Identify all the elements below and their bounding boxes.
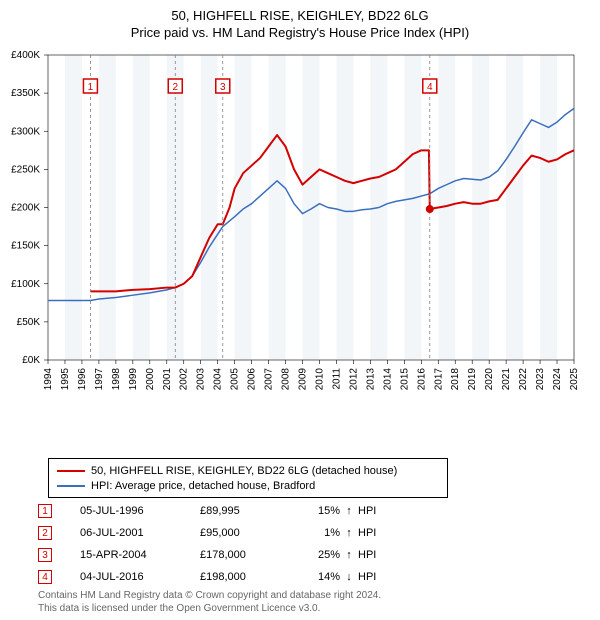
legend-row: 50, HIGHFELL RISE, KEIGHLEY, BD22 6LG (d… bbox=[57, 463, 439, 478]
svg-text:2005: 2005 bbox=[230, 368, 241, 391]
event-row: 3 15-APR-2004£178,00025%↑HPI bbox=[38, 544, 394, 566]
event-marker: 1 bbox=[38, 504, 52, 518]
svg-text:2016: 2016 bbox=[416, 368, 427, 391]
event-date: 04-JUL-2016 bbox=[80, 571, 200, 583]
title-block: 50, HIGHFELL RISE, KEIGHLEY, BD22 6LG Pr… bbox=[0, 0, 600, 40]
svg-text:£150K: £150K bbox=[11, 241, 40, 252]
event-pct: 14% bbox=[290, 571, 340, 583]
event-price: £95,000 bbox=[200, 527, 290, 539]
chart-area: £0K£50K£100K£150K£200K£250K£300K£350K£40… bbox=[48, 55, 574, 405]
event-arrow-icon: ↑ bbox=[340, 549, 358, 561]
svg-text:2004: 2004 bbox=[213, 368, 224, 391]
legend-label-hpi: HPI: Average price, detached house, Brad… bbox=[91, 480, 315, 492]
svg-text:4: 4 bbox=[427, 82, 433, 93]
svg-text:£200K: £200K bbox=[11, 203, 40, 214]
svg-text:1998: 1998 bbox=[111, 368, 122, 391]
svg-text:2024: 2024 bbox=[552, 368, 563, 391]
svg-text:2023: 2023 bbox=[535, 368, 546, 391]
event-row: 1 05-JUL-1996£89,99515%↑HPI bbox=[38, 500, 394, 522]
svg-text:2020: 2020 bbox=[484, 368, 495, 391]
svg-text:2018: 2018 bbox=[450, 368, 461, 391]
event-hpi-label: HPI bbox=[358, 571, 394, 583]
price-chart: £0K£50K£100K£150K£200K£250K£300K£350K£40… bbox=[48, 55, 574, 405]
event-marker: 2 bbox=[38, 526, 52, 540]
event-row: 2 06-JUL-2001£95,0001%↑HPI bbox=[38, 522, 394, 544]
svg-text:2017: 2017 bbox=[433, 368, 444, 391]
event-arrow-icon: ↑ bbox=[340, 505, 358, 517]
svg-text:1: 1 bbox=[88, 82, 94, 93]
event-price: £178,000 bbox=[200, 549, 290, 561]
legend-swatch-property bbox=[57, 470, 85, 472]
svg-text:2002: 2002 bbox=[179, 368, 190, 391]
svg-text:1997: 1997 bbox=[94, 368, 105, 391]
event-row: 4 04-JUL-2016£198,00014%↓HPI bbox=[38, 566, 394, 588]
svg-text:2000: 2000 bbox=[145, 368, 156, 391]
footer-line: Contains HM Land Registry data © Crown c… bbox=[38, 590, 381, 603]
svg-text:2007: 2007 bbox=[264, 368, 275, 391]
svg-text:£0K: £0K bbox=[22, 355, 40, 366]
svg-text:2021: 2021 bbox=[501, 368, 512, 391]
footer: Contains HM Land Registry data © Crown c… bbox=[38, 590, 381, 615]
svg-text:2019: 2019 bbox=[467, 368, 478, 391]
svg-text:2025: 2025 bbox=[569, 368, 580, 391]
event-pct: 1% bbox=[290, 527, 340, 539]
event-pct: 25% bbox=[290, 549, 340, 561]
event-price: £89,995 bbox=[200, 505, 290, 517]
svg-text:1994: 1994 bbox=[43, 368, 54, 391]
event-marker: 3 bbox=[38, 548, 52, 562]
svg-text:2013: 2013 bbox=[365, 368, 376, 391]
svg-text:1995: 1995 bbox=[60, 368, 71, 391]
legend-swatch-hpi bbox=[57, 485, 85, 487]
title-address: 50, HIGHFELL RISE, KEIGHLEY, BD22 6LG bbox=[0, 8, 600, 23]
svg-text:2009: 2009 bbox=[298, 368, 309, 391]
svg-text:2003: 2003 bbox=[196, 368, 207, 391]
event-date: 05-JUL-1996 bbox=[80, 505, 200, 517]
event-price: £198,000 bbox=[200, 571, 290, 583]
svg-text:£250K: £250K bbox=[11, 164, 40, 175]
svg-text:£100K: £100K bbox=[11, 279, 40, 290]
svg-text:£50K: £50K bbox=[17, 317, 41, 328]
svg-text:2015: 2015 bbox=[399, 368, 410, 391]
chart-container: 50, HIGHFELL RISE, KEIGHLEY, BD22 6LG Pr… bbox=[0, 0, 600, 620]
svg-text:1996: 1996 bbox=[77, 368, 88, 391]
svg-text:3: 3 bbox=[220, 82, 226, 93]
event-hpi-label: HPI bbox=[358, 527, 394, 539]
svg-text:1999: 1999 bbox=[128, 368, 139, 391]
events-table: 105-JUL-1996£89,99515%↑HPI206-JUL-2001£9… bbox=[38, 500, 394, 588]
event-hpi-label: HPI bbox=[358, 549, 394, 561]
event-marker: 4 bbox=[38, 570, 52, 584]
event-date: 15-APR-2004 bbox=[80, 549, 200, 561]
event-pct: 15% bbox=[290, 505, 340, 517]
svg-text:2006: 2006 bbox=[247, 368, 258, 391]
svg-text:2001: 2001 bbox=[162, 368, 173, 391]
event-arrow-icon: ↓ bbox=[340, 571, 358, 583]
legend: 50, HIGHFELL RISE, KEIGHLEY, BD22 6LG (d… bbox=[48, 458, 448, 498]
svg-text:2: 2 bbox=[172, 82, 178, 93]
event-hpi-label: HPI bbox=[358, 505, 394, 517]
event-date: 06-JUL-2001 bbox=[80, 527, 200, 539]
legend-row: HPI: Average price, detached house, Brad… bbox=[57, 478, 439, 493]
title-subtitle: Price paid vs. HM Land Registry's House … bbox=[0, 25, 600, 40]
event-arrow-icon: ↑ bbox=[340, 527, 358, 539]
svg-text:2012: 2012 bbox=[348, 368, 359, 391]
svg-text:£400K: £400K bbox=[11, 50, 40, 61]
svg-text:2022: 2022 bbox=[518, 368, 529, 391]
svg-text:2008: 2008 bbox=[281, 368, 292, 391]
svg-text:£300K: £300K bbox=[11, 126, 40, 137]
svg-text:2014: 2014 bbox=[382, 368, 393, 391]
legend-label-property: 50, HIGHFELL RISE, KEIGHLEY, BD22 6LG (d… bbox=[91, 465, 397, 477]
footer-line: This data is licensed under the Open Gov… bbox=[38, 603, 381, 616]
svg-text:2011: 2011 bbox=[331, 368, 342, 390]
svg-text:2010: 2010 bbox=[314, 368, 325, 391]
svg-text:£350K: £350K bbox=[11, 88, 40, 99]
